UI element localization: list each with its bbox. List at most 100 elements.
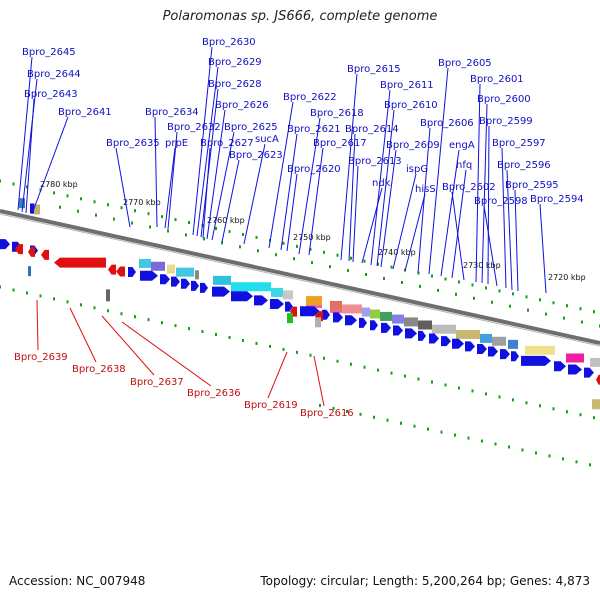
reverse-gene-arrow (108, 264, 116, 275)
forward-leader-line (376, 109, 395, 267)
tick-dot-upper (12, 182, 15, 186)
forward-gene-arrow (381, 322, 391, 333)
tick-dot-mid (473, 296, 475, 300)
reverse-leader-line (69, 307, 97, 363)
tick-dot-lower (512, 398, 514, 402)
forward-leader-line (361, 187, 383, 264)
tick-dot-lower (413, 424, 416, 428)
tick-dot-mid (59, 205, 61, 209)
forward-gene-label: Bpro_2600 (477, 94, 531, 105)
tick-dot-lower (508, 445, 510, 449)
forward-leader-line (440, 149, 460, 277)
reverse-gene-arrow (28, 246, 35, 257)
forward-gene-label: Bpro_2635 (106, 138, 160, 149)
forward-gene-arrow (511, 351, 519, 362)
forward-leader-line (506, 169, 513, 291)
forward-gene-label: ispG (406, 164, 428, 175)
tick-dot-mid (491, 300, 493, 304)
forward-leader-line (451, 191, 465, 281)
forward-leader-line (192, 46, 213, 236)
tick-dot-upper (390, 265, 393, 269)
forward-gene-arrow (554, 361, 566, 372)
tick-dot-lower (552, 407, 555, 411)
cog-segment (370, 309, 380, 319)
tick-dot-upper (525, 295, 528, 299)
tick-dot-lower (26, 291, 28, 295)
cog-segment (306, 296, 322, 306)
tick-dot-mid (221, 241, 223, 245)
tick-dot-mid (509, 304, 511, 308)
tick-dot-upper (512, 292, 514, 296)
tick-dot-upper (93, 200, 96, 204)
tick-dot-upper (107, 203, 109, 207)
forward-leader-line (211, 131, 235, 241)
tick-dot-lower (323, 356, 325, 360)
forward-gene-arrow (140, 270, 158, 281)
cog-segment (231, 282, 271, 292)
forward-leader-line (451, 169, 467, 279)
tick-dot-mid (545, 312, 547, 316)
genome-backbone (0, 209, 600, 347)
tick-dot-mid (77, 209, 79, 213)
tick-dot-lower (373, 415, 375, 419)
forward-gene-label: Bpro_2605 (438, 58, 492, 69)
reverse-gene-arrow (41, 249, 49, 260)
tick-dot-lower (444, 383, 447, 387)
tick-dot-mid (203, 237, 205, 241)
forward-gene-arrow (191, 280, 199, 291)
forward-gene-label: Bpro_2645 (22, 47, 76, 58)
forward-leader-line (31, 116, 69, 215)
cog-segment (362, 307, 370, 317)
forward-gene-label: Bpro_2596 (497, 160, 551, 171)
tick-dot-lower (566, 410, 568, 414)
forward-gene-label: Bpro_2632 (167, 122, 221, 133)
forward-leader-line (428, 67, 449, 275)
tick-dot-lower (12, 288, 15, 292)
tick-dot-lower (521, 448, 524, 452)
scale-label: 2760 kbp (207, 216, 245, 225)
forward-leader-line (340, 73, 358, 261)
forward-leader-line (352, 165, 359, 263)
forward-leader-line (25, 98, 35, 214)
small-feature (287, 313, 293, 324)
forward-gene-arrow (345, 315, 357, 326)
forward-gene-arrow (418, 330, 426, 341)
cog-segment (151, 261, 165, 271)
tick-dot-mid (131, 221, 133, 225)
tick-dot-lower (386, 418, 389, 422)
tick-dot-lower (404, 374, 406, 378)
tick-dot-lower (161, 321, 163, 325)
forward-leader-line (221, 159, 240, 243)
tick-dot-mid (275, 253, 277, 257)
forward-gene-arrow (322, 309, 330, 320)
tick-dot-lower (431, 380, 433, 384)
cog-segment (508, 339, 518, 349)
tick-dot-upper (309, 247, 312, 251)
tick-dot-lower (548, 454, 551, 458)
tick-dot-lower (309, 353, 312, 357)
forward-gene-arrow (0, 239, 10, 250)
forward-gene-arrow (359, 317, 367, 328)
tick-dot-upper (0, 179, 1, 183)
tick-dot-lower (296, 350, 298, 354)
forward-gene-label: Bpro_2625 (224, 122, 278, 133)
tick-dot-lower (363, 365, 366, 369)
tick-dot-mid (419, 284, 421, 288)
forward-leader-line (370, 89, 391, 266)
forward-gene-arrow (521, 355, 551, 366)
tick-dot-lower (66, 300, 69, 304)
tick-dot-lower (593, 416, 595, 420)
tick-dot-lower (562, 457, 564, 461)
small-feature (592, 399, 600, 410)
reverse-gene-label: Bpro_2636 (187, 388, 241, 399)
forward-gene-label: Bpro_2618 (310, 108, 364, 119)
forward-gene-arrow (488, 346, 498, 357)
forward-gene-arrow (500, 349, 510, 360)
tick-dot-upper (282, 241, 285, 245)
forward-gene-label: Bpro_2643 (24, 89, 78, 100)
small-feature (315, 317, 321, 328)
forward-leader-line (268, 101, 294, 249)
tick-dot-upper (242, 232, 244, 236)
forward-gene-arrow (405, 328, 417, 339)
